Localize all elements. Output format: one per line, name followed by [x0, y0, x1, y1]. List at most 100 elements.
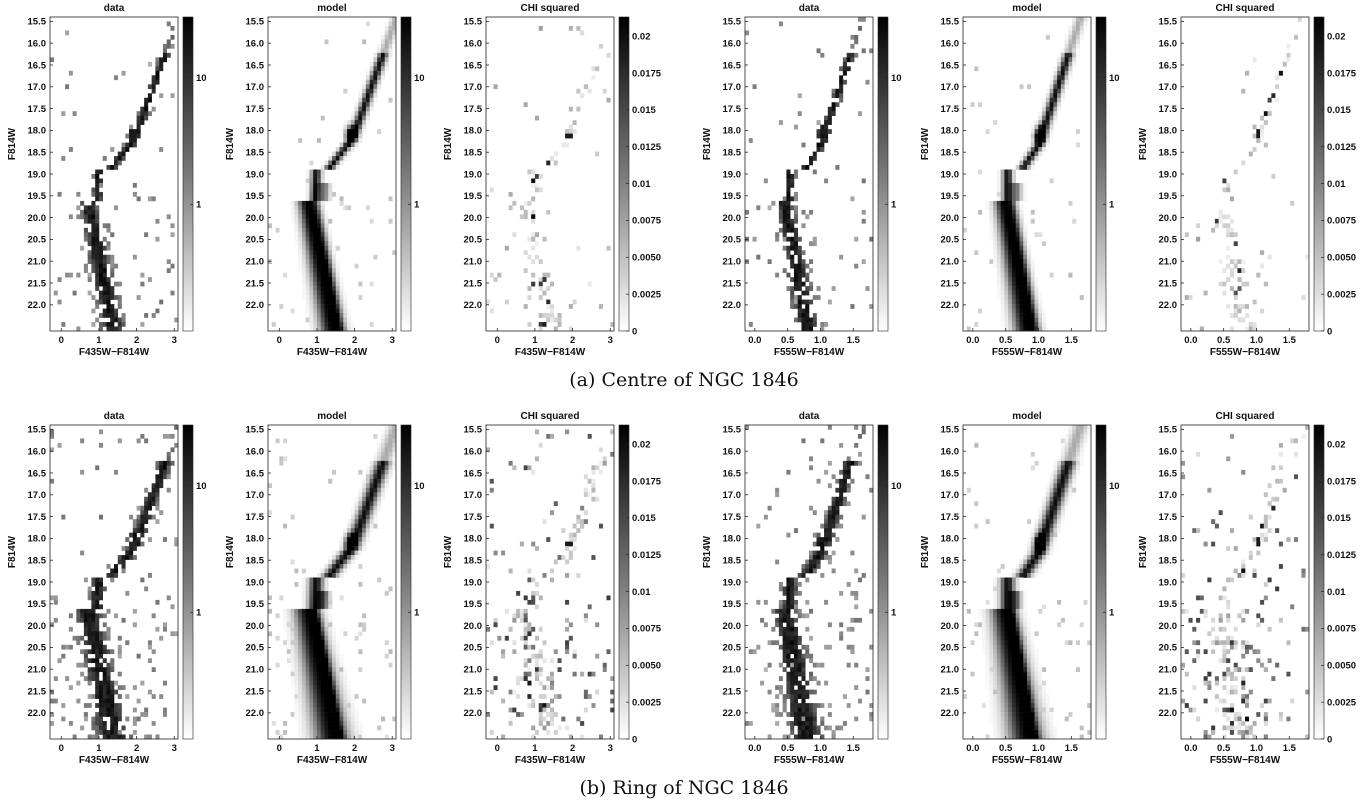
heatmap-cell — [320, 568, 325, 574]
heatmap-cell — [857, 577, 862, 583]
heatmap-cell — [790, 295, 795, 300]
heatmap-cell — [144, 505, 149, 511]
heatmap-cell — [809, 658, 814, 664]
heatmap-cell — [1019, 599, 1024, 605]
heatmap-cell — [831, 519, 836, 524]
heatmap-cell — [350, 505, 355, 511]
heatmap-cell — [343, 537, 348, 542]
heatmap-cell — [98, 272, 103, 278]
heatmap-cell — [144, 707, 149, 713]
heatmap-cell — [369, 281, 374, 287]
heatmap-cell — [316, 653, 321, 659]
heatmap-cell — [1045, 523, 1050, 529]
heatmap-cell — [1023, 299, 1028, 305]
heatmap-cell — [842, 474, 847, 480]
heatmap-cell — [981, 626, 986, 632]
heatmap-cell — [350, 528, 355, 533]
heatmap-cell — [313, 712, 318, 717]
heatmap-cell — [1011, 640, 1016, 646]
heatmap-cell — [538, 295, 543, 300]
heatmap-cell — [1015, 268, 1020, 273]
heatmap-cell — [542, 236, 547, 242]
heatmap-cell — [1068, 460, 1073, 466]
y-tick-label: 21.0 — [246, 665, 265, 676]
heatmap-cell — [106, 223, 111, 229]
heatmap-cell — [102, 281, 107, 287]
heatmap-cell — [542, 658, 547, 664]
heatmap-cell — [869, 304, 874, 309]
heatmap-cell — [996, 236, 1001, 242]
heatmap-cell — [332, 182, 337, 188]
heatmap-cell — [87, 734, 92, 740]
heatmap-cell — [110, 259, 115, 265]
heatmap-cell — [324, 640, 329, 646]
colorbar — [182, 16, 194, 332]
heatmap-cell — [793, 586, 798, 592]
heatmap-cell — [301, 254, 306, 260]
x-tick-label: 0 — [59, 743, 64, 754]
heatmap-cell — [335, 259, 340, 265]
heatmap-cell — [309, 617, 314, 623]
heatmap-cell — [1060, 93, 1065, 99]
heatmap-cell — [313, 649, 318, 655]
heatmap-cell — [335, 734, 340, 740]
heatmap-cell — [996, 599, 1001, 605]
heatmap-cell — [1030, 209, 1035, 215]
heatmap-cell — [144, 115, 149, 121]
heatmap-cell — [793, 281, 798, 287]
heatmap-cell — [850, 644, 855, 650]
heatmap-cell — [1060, 465, 1065, 471]
heatmap-cell — [801, 667, 806, 673]
heatmap-cell — [328, 245, 333, 251]
heatmap-cell — [384, 734, 389, 740]
heatmap-cell — [332, 685, 337, 690]
heatmap-cell — [786, 174, 791, 179]
heatmap-cell — [1019, 676, 1024, 681]
heatmap-cell — [1000, 649, 1005, 655]
heatmap-cell — [1023, 245, 1028, 251]
heatmap-cell — [380, 438, 385, 444]
x-tick-label: 3 — [172, 743, 177, 754]
heatmap-cell — [996, 703, 1001, 708]
heatmap-cell — [324, 326, 329, 332]
heatmap-cell — [147, 537, 152, 542]
heatmap-cell — [95, 721, 100, 726]
heatmap-cell — [531, 245, 536, 251]
heatmap-cell — [1057, 487, 1062, 493]
heatmap-cell — [1072, 438, 1077, 444]
heatmap-cell — [309, 622, 314, 628]
heatmap-cell — [373, 496, 378, 502]
heatmap-cell — [335, 165, 340, 170]
heatmap-cell — [358, 546, 363, 551]
heatmap-cell — [316, 622, 321, 628]
heatmap-cell — [797, 649, 802, 655]
heatmap-cell — [1027, 254, 1032, 260]
heatmap-cell — [527, 667, 532, 673]
heatmap-cell — [1199, 326, 1204, 332]
heatmap-cell — [1079, 438, 1084, 444]
heatmap-cell — [1064, 460, 1069, 466]
y-tick-label: 22.0 — [28, 708, 47, 719]
heatmap-cell — [775, 703, 780, 708]
heatmap-cell — [1034, 573, 1039, 578]
heatmap-cell — [1068, 43, 1073, 49]
heatmap-cell — [114, 469, 119, 475]
heatmap-cell — [1030, 559, 1035, 565]
heatmap-cell — [1068, 52, 1073, 58]
heatmap-cell — [350, 142, 355, 148]
heatmap-cell — [388, 30, 393, 36]
heatmap-cell — [504, 608, 509, 614]
heatmap-cell — [106, 676, 111, 681]
heatmap-cell — [801, 326, 806, 332]
heatmap-cell — [117, 304, 122, 309]
heatmap-cell — [1034, 662, 1039, 668]
heatmap-cell — [786, 169, 791, 175]
heatmap-cell — [98, 290, 103, 296]
heatmap-cell — [1038, 550, 1043, 556]
heatmap-cell — [1286, 52, 1291, 58]
heatmap-cell — [1233, 259, 1238, 265]
heatmap-cell — [1286, 43, 1291, 49]
heatmap-cell — [388, 218, 393, 224]
heatmap-cell — [377, 474, 382, 480]
heatmap-cell — [343, 631, 348, 637]
